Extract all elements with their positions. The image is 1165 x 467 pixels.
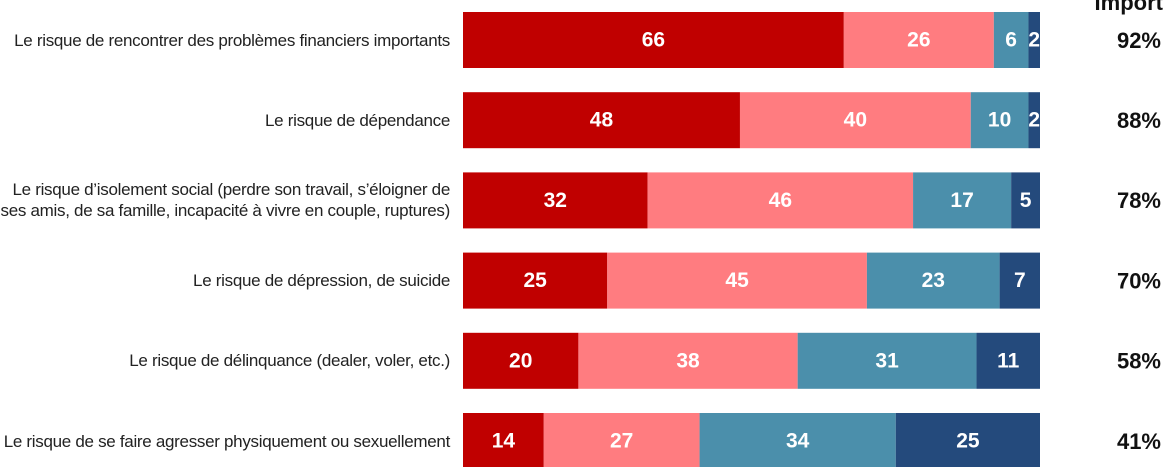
bar-segment [463,332,579,389]
category-label: Le risque de rencontrer des problèmes fi… [14,30,450,50]
data-label: 2 [1028,109,1040,132]
bar-segment [843,12,994,68]
category-label: Le risque de délinquance (dealer, voler,… [129,351,450,371]
bar-segment [895,413,1040,467]
data-label: 48 [590,109,614,132]
bar-segment [739,92,971,149]
category-label: Le risque de dépendance [265,110,450,130]
total-label: 92% [1117,28,1161,53]
data-label: 6 [1005,29,1017,52]
bar-segment [607,252,867,309]
bar-segment [543,413,700,467]
category-label: Le risque de se faire agresser physiquem… [3,431,451,451]
data-label: 66 [642,29,665,52]
data-label: 5 [1020,189,1032,212]
bar-segment [463,12,844,68]
data-label: 10 [988,109,1011,132]
data-label: 27 [610,430,633,453]
bar-segment [463,413,544,467]
data-label: 31 [875,349,899,372]
data-label: 46 [769,189,792,212]
data-label: 23 [922,269,945,292]
bar-segment [647,172,914,229]
bar-segment [699,413,896,467]
bar-segment [463,92,740,149]
bar-segment [1028,12,1040,68]
data-label: 14 [492,430,516,453]
bar-segment [1028,92,1040,149]
data-label: 32 [544,189,567,212]
bar-segment [463,252,608,309]
data-label: 11 [997,349,1020,372]
category-label: Le risque de dépression, de suicide [193,271,450,291]
bar-segment [993,12,1029,68]
bar-segment [970,92,1029,149]
column-title: Import [1095,0,1164,15]
data-label: 34 [786,430,810,453]
bar-segment [913,172,1012,229]
data-label: 20 [509,349,532,372]
data-label: 7 [1014,269,1026,292]
data-label: 2 [1028,29,1040,52]
category-label: Le risque d’isolement social (perdre son… [0,180,451,221]
bar-segment [976,332,1040,389]
bar-segment [1011,172,1040,229]
total-label: 78% [1117,188,1161,213]
data-label: 25 [523,269,547,292]
data-label: 45 [725,269,749,292]
data-label: 26 [907,29,930,52]
data-label: 38 [676,349,700,372]
data-label: 40 [844,109,867,132]
bar-segment [999,252,1040,309]
total-label: 41% [1117,429,1161,454]
data-label: 17 [950,189,973,212]
bar-segment [463,172,648,229]
bar-segment [797,332,977,389]
bar-segment [578,332,798,389]
bar-segment [866,252,1000,309]
data-label: 25 [956,430,980,453]
total-label: 88% [1117,108,1161,133]
total-label: 58% [1117,349,1161,374]
total-label: 70% [1117,268,1161,293]
